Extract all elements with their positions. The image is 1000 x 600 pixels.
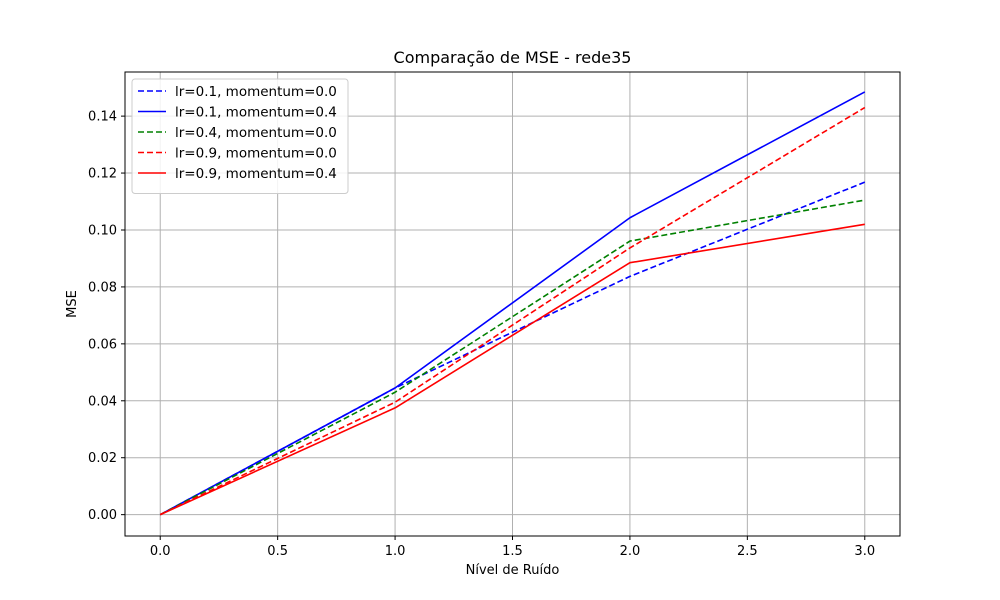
grid bbox=[125, 72, 900, 536]
x-axis-label: Nível de Ruído bbox=[466, 563, 560, 578]
y-tick-label: 0.06 bbox=[88, 337, 117, 352]
legend-label-2: lr=0.1, momentum=0.4 bbox=[175, 105, 337, 121]
axis-ticks: 0.0 0.5 1.0 1.5 2.0 2.5 3.0 0.00 0.02 0.04 0.06 0.0… bbox=[88, 110, 875, 559]
x-tick-label: 1.5 bbox=[502, 544, 523, 559]
plot-lines bbox=[159, 91, 866, 516]
legend-label-4: lr=0.9, momentum=0.0 bbox=[175, 146, 337, 162]
legend-label-1: lr=0.1, momentum=0.0 bbox=[175, 84, 337, 100]
x-tick-label: 1.0 bbox=[385, 544, 406, 559]
y-tick-label: 0.12 bbox=[88, 167, 117, 182]
y-tick-label: 0.02 bbox=[88, 451, 117, 466]
x-tick-label: 3.0 bbox=[854, 544, 875, 559]
legend-label-3: lr=0.4, momentum=0.0 bbox=[175, 125, 337, 141]
legend-box bbox=[131, 78, 349, 194]
legend: lr=0.1, momentum=0.0 lr=0.1, momentum=0.4… bbox=[131, 78, 349, 194]
x-tick-label: 0.5 bbox=[267, 544, 288, 559]
y-tick-label: 0.14 bbox=[88, 110, 117, 125]
chart-title: Comparação de MSE - rede35 bbox=[394, 48, 632, 67]
y-tick-label: 0.04 bbox=[88, 394, 117, 409]
y-tick-label: 0.10 bbox=[88, 223, 117, 238]
y-axis-label: MSE bbox=[65, 290, 80, 318]
x-tick-label: 0.0 bbox=[150, 544, 171, 559]
legend-label-5: lr=0.9, momentum=0.4 bbox=[175, 166, 337, 182]
series-line-4 bbox=[159, 106, 866, 516]
series-line-5 bbox=[159, 223, 865, 516]
y-tick-label: 0.08 bbox=[88, 280, 117, 295]
x-tick-label: 2.0 bbox=[620, 544, 641, 559]
series-line-1 bbox=[159, 181, 866, 516]
x-tick-label: 2.5 bbox=[737, 544, 758, 559]
series-line-2 bbox=[159, 91, 866, 516]
y-tick-label: 0.00 bbox=[88, 508, 117, 523]
